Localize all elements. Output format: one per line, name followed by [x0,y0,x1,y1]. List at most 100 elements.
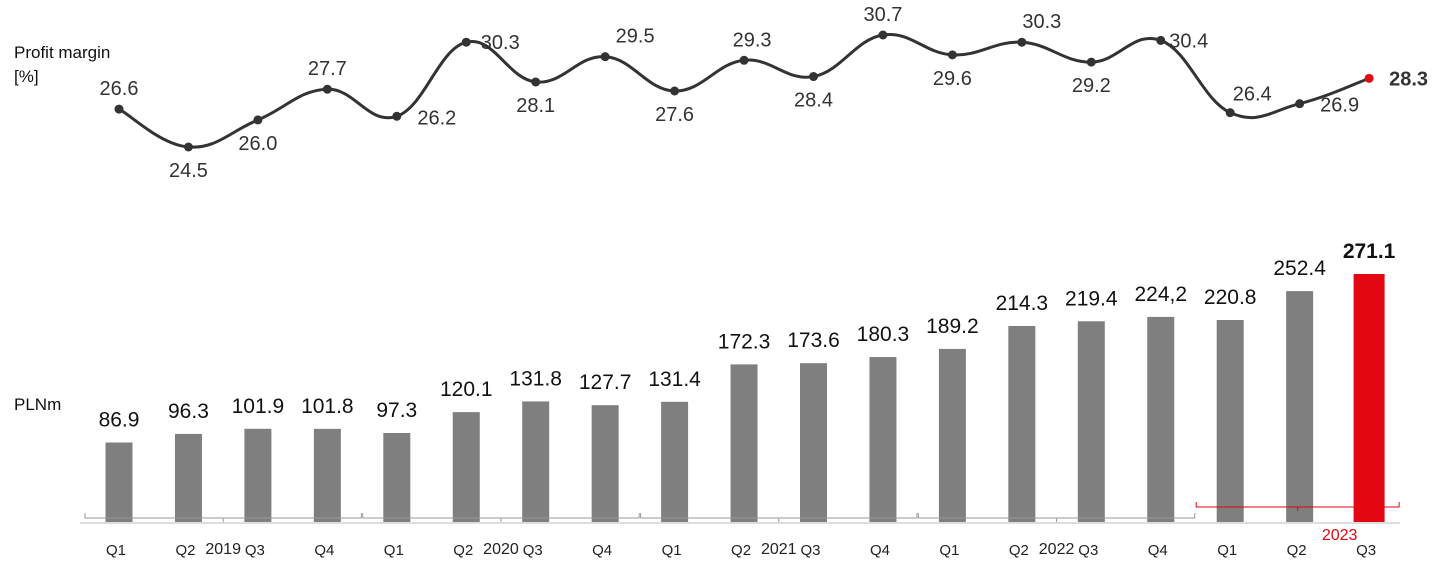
bar-value-label: 172.3 [718,330,771,353]
year-label: 2021 [761,541,797,558]
margin-value-label: 26.4 [1233,84,1272,106]
margin-point [1295,99,1305,109]
bar-value-label: 101.8 [301,395,354,418]
quarter-tick-label: Q2 [1009,542,1029,559]
margin-value-label: 30.3 [1022,11,1061,33]
margin-point [392,111,402,121]
year-label: 2022 [1039,541,1075,558]
quarter-tick-label: Q1 [939,542,959,559]
revenue-bar [383,432,411,522]
bar-value-label: 127.7 [579,371,632,394]
margin-point [114,104,124,114]
quarter-tick-label: Q4 [314,542,334,559]
revenue-bar [313,428,341,522]
margin-point [947,50,957,60]
margin-value-label: 30.3 [481,32,520,54]
quarter-tick-label: Q3 [245,542,265,559]
margin-value-label: 28.3 [1389,68,1428,90]
year-label: 2020 [483,541,519,558]
revenue-bar [105,442,133,522]
revenue-bar [800,363,827,522]
margin-point [878,30,888,40]
quarter-tick-label: Q1 [1217,542,1237,559]
bar-value-label: 224,2 [1134,283,1187,306]
revenue-bar [938,348,966,522]
margin-point [809,72,818,82]
profit-margin-label: Profit margin [14,43,111,62]
quarter-tick-label: Q1 [106,542,126,559]
margin-point [739,55,749,65]
margin-value-label: 26.2 [417,107,456,129]
margin-point [1225,108,1235,118]
margin-value-label: 30.4 [1169,30,1208,52]
year-bracket [1195,502,1400,511]
margin-value-label: 28.4 [794,90,833,112]
bar-value-label: 219.4 [1065,287,1118,310]
quarter-tick-label: Q4 [592,542,612,559]
bar-value-label: 220.8 [1204,286,1257,309]
bar-value-label: 180.3 [857,323,910,346]
margin-value-label: 29.6 [933,68,972,90]
bar-value-label: 131.8 [509,367,562,390]
profit-margin-unit: [%] [14,67,39,86]
bars-unit-label: PLNm [14,395,62,414]
margin-value-label: 30.7 [863,4,902,26]
revenue-bar [1077,321,1105,522]
margin-value-label: 29.5 [616,26,655,48]
margin-value-label: 27.6 [655,104,694,126]
revenue-bar [1286,291,1314,522]
margin-value-label: 28.1 [516,95,555,117]
bar-value-label: 173.6 [787,329,840,352]
margin-point [1156,35,1166,45]
margin-point [670,86,680,96]
quarter-tick-label: Q3 [523,542,543,559]
bar-value-label: 131.4 [648,368,701,391]
quarter-tick-label: Q2 [1287,542,1307,559]
quarter-tick-label: Q3 [800,542,820,559]
revenue-bar [244,428,272,522]
quarter-tick-label: Q3 [1356,542,1376,559]
margin-point [1017,37,1027,47]
year-bracket [640,513,918,522]
revenue-bar [591,405,619,522]
revenue-bar [869,357,897,522]
revenue-bar [1008,325,1036,522]
revenue-bar [452,412,480,522]
quarter-tick-label: Q2 [175,542,195,559]
quarter-tick-label: Q3 [1078,542,1098,559]
margin-point [1364,73,1374,83]
revenue-bar [522,401,550,522]
revenue-bar [1353,274,1385,522]
bar-value-label: 214.3 [996,292,1049,315]
quarter-tick-label: Q1 [662,542,682,559]
bar-value-label: 189.2 [926,315,979,338]
bar-value-label: 271.1 [1343,240,1396,263]
margin-point [531,77,541,87]
margin-value-label: 26.9 [1320,95,1359,117]
margin-value-label: 26.0 [238,133,277,155]
quarter-tick-label: Q4 [870,542,890,559]
margin-point [253,115,263,125]
quarter-tick-label: Q1 [384,542,404,559]
year-label: 2019 [205,541,241,558]
revenue-bar [1147,316,1175,522]
quarter-tick-label: Q2 [453,542,473,559]
margin-value-label: 24.5 [169,160,208,182]
year-bracket [362,513,640,522]
margin-value-label: 27.7 [308,58,347,80]
bar-value-label: 120.1 [440,378,493,401]
revenue-bar [730,364,758,522]
year-bracket [917,513,1196,522]
bar-value-label: 101.9 [232,395,285,418]
margin-point [600,52,610,62]
bar-value-label: 96.3 [168,400,209,423]
bar-value-label: 97.3 [376,399,417,422]
margin-point [322,84,332,94]
year-label: 2023 [1322,527,1358,544]
revenue-bar [661,401,689,522]
margin-point [183,142,193,152]
revenue-bar [174,433,202,522]
bar-value-label: 252.4 [1273,257,1326,280]
margin-value-label: 29.3 [733,29,772,51]
